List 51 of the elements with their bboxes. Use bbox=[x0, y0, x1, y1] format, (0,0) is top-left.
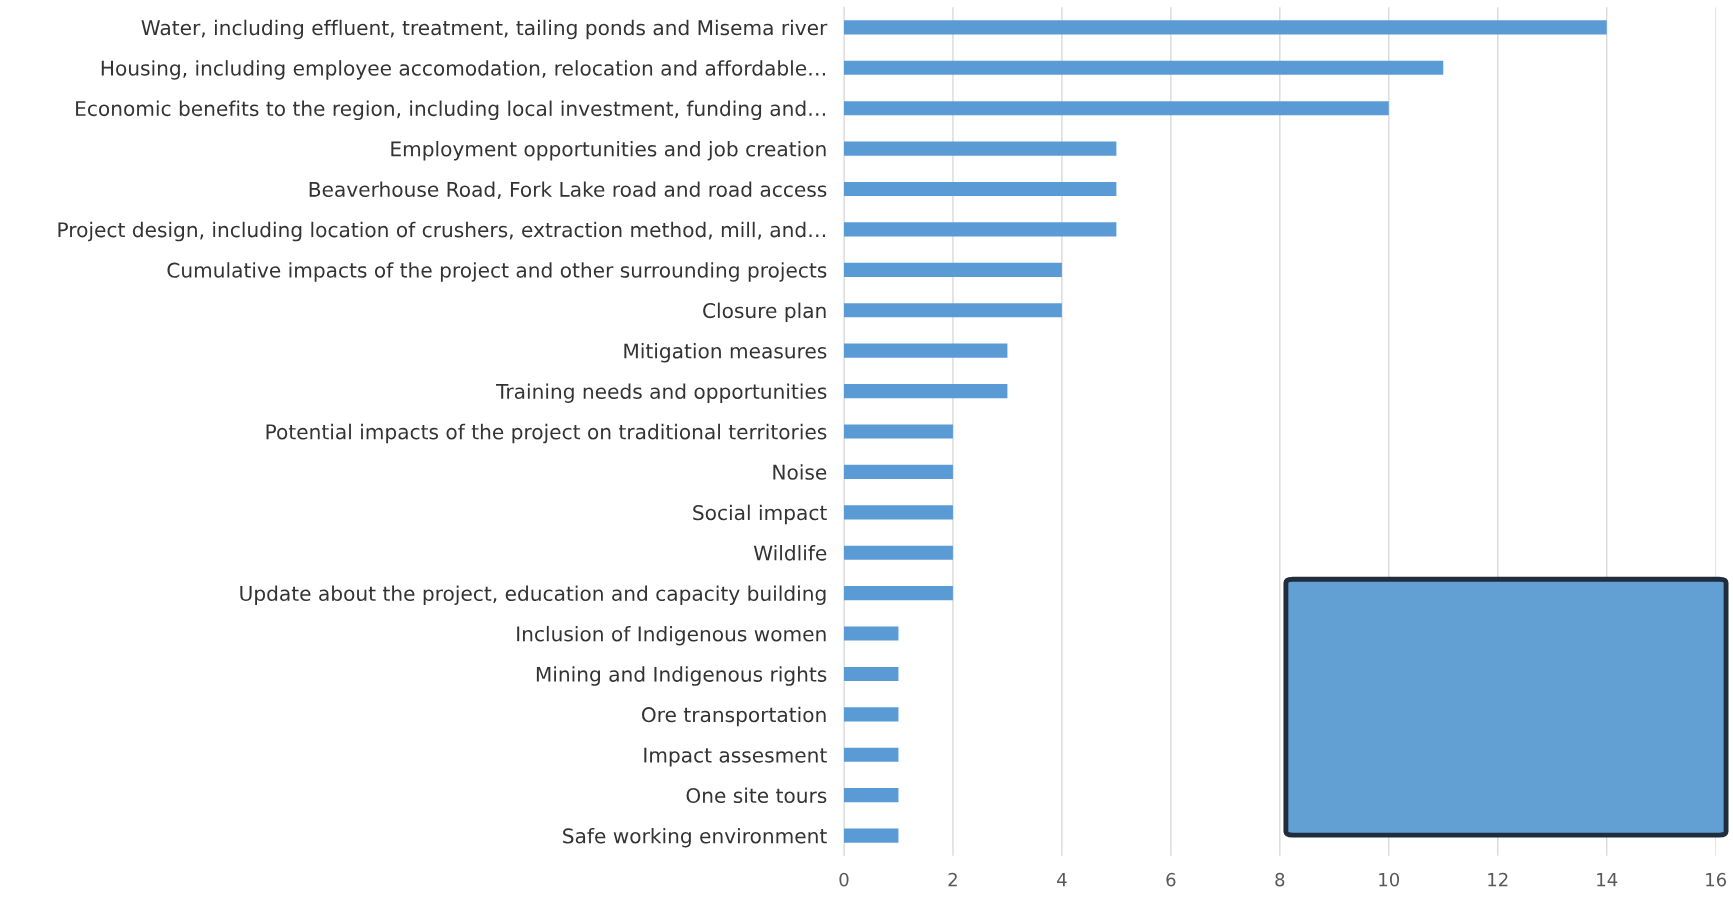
bar bbox=[843, 747, 899, 762]
bar bbox=[843, 586, 953, 601]
y-tick-label: One site tours bbox=[686, 787, 827, 804]
y-tick-label: Economic benefits to the region, including local investment, funding and… bbox=[76, 100, 825, 121]
y-tick-label: Beaverhouse Road, Fork Lake road and road access bbox=[309, 181, 827, 200]
bar bbox=[843, 828, 899, 843]
bar bbox=[843, 303, 1062, 318]
bar bbox=[843, 343, 1008, 358]
x-tick-label: 10 bbox=[1379, 872, 1400, 887]
bar bbox=[843, 424, 953, 439]
x-tick-label: 12 bbox=[1488, 872, 1508, 887]
y-tick-label: Impact assesment bbox=[644, 747, 827, 767]
bar bbox=[843, 788, 899, 803]
y-tick-label: Social impact bbox=[693, 504, 827, 525]
y-tick-label: Closure plan bbox=[703, 302, 826, 323]
x-tick-label: 0 bbox=[839, 872, 849, 887]
y-tick-label: Training needs and opportunities bbox=[496, 383, 827, 403]
bar bbox=[843, 384, 1008, 399]
y-tick-label: Mining and Indigenous rights bbox=[536, 666, 827, 686]
y-tick-label: Ore transportation bbox=[642, 706, 826, 727]
y-tick-label: Employment opportunities and job creation bbox=[391, 140, 826, 161]
y-tick-label: Update about the project, education and capacity building bbox=[240, 585, 826, 605]
y-tick-label: Wildlife bbox=[753, 545, 827, 561]
y-tick-label: Inclusion of Indigenous women bbox=[517, 625, 826, 646]
bar bbox=[843, 505, 953, 520]
y-tick-label: Housing, including employee accomodation, relocation and affordable… bbox=[101, 60, 825, 80]
bar bbox=[843, 60, 1444, 75]
bar bbox=[843, 181, 1117, 197]
bar bbox=[843, 262, 1062, 277]
y-tick-label: Water, including effluent, treatment, tailing ponds and Misema river bbox=[141, 19, 828, 40]
bar bbox=[843, 141, 1117, 156]
x-tick-label: 14 bbox=[1597, 873, 1618, 887]
x-tick-label: 4 bbox=[1057, 873, 1067, 887]
y-tick-label: Project design, including location of crushers, extraction method, mill, and… bbox=[58, 221, 825, 242]
x-tick-label: 16 bbox=[1706, 872, 1727, 887]
bar bbox=[843, 20, 1607, 35]
y-tick-label: Potential impacts of the project on traditional territories bbox=[266, 423, 827, 444]
bar bbox=[843, 666, 899, 682]
x-tick-label: 8 bbox=[1275, 872, 1285, 887]
bar bbox=[843, 464, 953, 479]
y-tick-label: Noise bbox=[773, 464, 827, 480]
bar bbox=[843, 222, 1117, 237]
bar bbox=[843, 545, 953, 560]
y-tick-label: Cumulative impacts of the project and other surrounding projects bbox=[167, 262, 827, 282]
x-tick-label: 2 bbox=[948, 872, 957, 887]
x-tick-label: 6 bbox=[1166, 872, 1176, 887]
bar bbox=[843, 626, 899, 641]
bar bbox=[843, 101, 1389, 116]
y-tick-label: Mitigation measures bbox=[624, 343, 827, 363]
bar bbox=[843, 707, 899, 722]
y-tick-label: Safe working environment bbox=[563, 827, 827, 848]
